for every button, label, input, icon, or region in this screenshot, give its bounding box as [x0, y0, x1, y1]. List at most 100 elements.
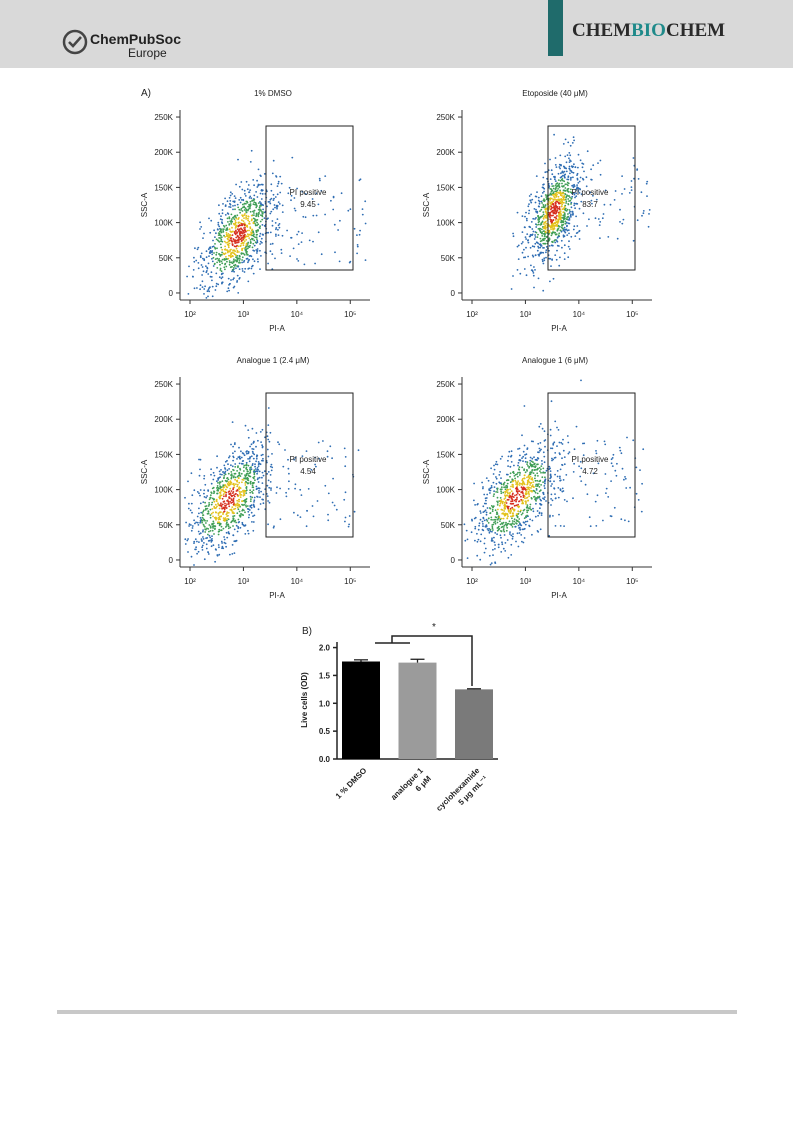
event-dot: [212, 245, 215, 248]
event-dot: [492, 481, 495, 484]
event-dot: [549, 197, 552, 200]
event-dot: [280, 252, 283, 255]
event-dot: [498, 504, 501, 507]
event-dot: [501, 522, 503, 524]
event-dot: [259, 201, 261, 203]
event-dot: [574, 235, 577, 238]
event-dot: [497, 525, 500, 528]
event-dot: [235, 267, 237, 270]
event-dot: [502, 547, 505, 550]
event-dot: [227, 525, 230, 528]
event-dot: [540, 471, 542, 474]
event-dot: [276, 218, 279, 221]
event-dot: [610, 462, 613, 465]
event-dot: [219, 487, 222, 489]
event-dot: [232, 445, 235, 448]
event-dot: [548, 249, 550, 252]
event-dot: [358, 179, 361, 182]
event-dot: [543, 247, 545, 249]
event-dot: [483, 542, 486, 545]
x-tick-label: 10⁴: [291, 577, 304, 586]
event-dot: [529, 490, 532, 492]
event-dot: [268, 486, 271, 489]
event-dot: [246, 508, 249, 510]
event-dot: [549, 280, 551, 283]
event-dot: [364, 222, 367, 225]
event-dot: [229, 266, 232, 269]
event-dot: [215, 506, 218, 509]
event-dot: [267, 201, 270, 203]
event-dot: [507, 505, 510, 508]
event-dot: [237, 206, 240, 209]
event-dot: [227, 243, 230, 246]
event-dot: [530, 471, 533, 474]
event-dot: [532, 472, 535, 474]
event-dot: [570, 213, 572, 216]
event-dot: [246, 233, 249, 236]
event-dot: [530, 264, 532, 267]
event-dot: [219, 269, 222, 271]
event-dot: [270, 463, 273, 466]
event-dot: [529, 459, 532, 462]
y-tick-label: 50K: [159, 521, 174, 530]
event-dot: [524, 457, 527, 460]
event-dot: [202, 529, 205, 531]
event-dot: [485, 511, 488, 514]
event-dot: [225, 241, 228, 244]
event-dot: [190, 502, 193, 505]
event-dot: [516, 211, 519, 214]
plot-title: Etoposide (40 μM): [522, 89, 588, 98]
event-dot: [633, 177, 635, 180]
event-dot: [645, 182, 648, 185]
event-dot: [544, 171, 547, 174]
event-dot: [257, 481, 260, 483]
event-dot: [231, 421, 234, 423]
event-dot: [531, 245, 534, 248]
event-dot: [324, 213, 326, 216]
event-dot: [316, 500, 319, 502]
event-dot: [193, 540, 196, 543]
event-dot: [551, 201, 554, 204]
event-dot: [614, 190, 617, 192]
event-dot: [580, 480, 583, 482]
event-dot: [190, 529, 193, 532]
event-dot: [567, 441, 570, 444]
event-dot: [199, 502, 202, 505]
event-dot: [211, 508, 214, 510]
x-axis-label: PI-A: [551, 591, 567, 600]
event-dot: [259, 431, 262, 433]
event-dot: [266, 448, 269, 451]
event-dot: [571, 210, 573, 213]
event-dot: [349, 260, 352, 263]
event-dot: [558, 199, 560, 202]
event-dot: [247, 436, 250, 439]
event-dot: [205, 522, 207, 524]
event-dot: [268, 440, 271, 443]
event-dot: [216, 485, 219, 487]
event-dot: [623, 188, 626, 190]
event-dot: [559, 189, 561, 192]
event-dot: [213, 252, 215, 254]
event-dot: [193, 489, 196, 492]
event-dot: [539, 243, 542, 246]
event-dot: [486, 493, 489, 496]
event-dot: [498, 527, 501, 530]
event-dot: [205, 543, 208, 546]
event-dot: [513, 464, 515, 467]
event-dot: [227, 221, 229, 223]
event-dot: [290, 194, 293, 197]
event-dot: [231, 240, 234, 243]
event-dot: [233, 277, 235, 279]
event-dot: [217, 514, 220, 516]
event-dot: [232, 456, 235, 459]
event-dot: [573, 193, 576, 196]
event-dot: [511, 535, 514, 538]
event-dot: [261, 498, 264, 501]
event-dot: [567, 176, 570, 179]
event-dot: [245, 451, 248, 453]
event-dot: [563, 244, 566, 247]
event-dot: [218, 276, 221, 279]
event-dot: [324, 175, 327, 178]
event-dot: [226, 477, 228, 480]
